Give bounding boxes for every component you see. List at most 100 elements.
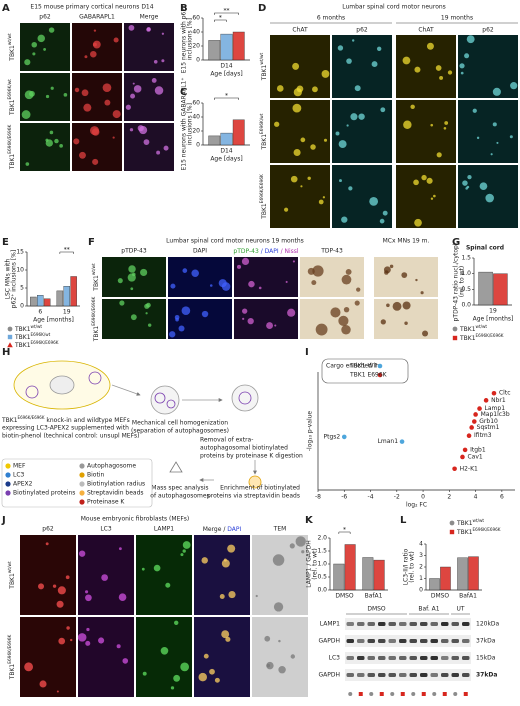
bar (478, 271, 493, 306)
cell-signal (59, 144, 63, 148)
column-header: p62 (42, 526, 54, 533)
blot-band (367, 622, 375, 626)
legend-symbol (377, 363, 383, 369)
legend-label: TBK1E696K/E696K (14, 340, 59, 349)
micrograph (300, 257, 364, 297)
bar (344, 544, 356, 591)
cell-signal (56, 690, 59, 693)
cell-signal (430, 197, 434, 200)
cell-signal (49, 130, 54, 135)
blot-band (441, 639, 449, 643)
cell-signal (153, 59, 158, 64)
cell-signal (485, 193, 494, 203)
blot-band (451, 656, 459, 660)
y-tick-label: 0 (196, 142, 200, 149)
cell-signal (90, 50, 97, 58)
blot-band (346, 673, 354, 677)
blot-band (378, 622, 386, 626)
y-axis-label: LAMP1 / GAPDH (306, 540, 313, 588)
column-header-part: / Nissl (279, 248, 299, 255)
cell-signal (421, 174, 427, 181)
lane-genotype (442, 692, 447, 696)
cell-signal (310, 144, 316, 150)
cell-signal (401, 272, 408, 278)
blot-band (420, 673, 428, 677)
cell-signal (386, 303, 390, 308)
legend-title: Cargo enriched in (326, 363, 379, 370)
blot-band (346, 622, 354, 626)
legend-text: Biotinylated proteins (13, 490, 75, 497)
cell-signal (174, 620, 179, 625)
cell-signal (351, 39, 355, 42)
y-axis-label: pTDP-43 ratio nucl./cytopl. (453, 242, 460, 322)
row-label-base: TBK1 (261, 65, 268, 82)
cell-signal (85, 590, 89, 594)
x-axis-label: log₂ FC (406, 502, 427, 509)
significance-bracket (214, 12, 239, 15)
cell-signal (57, 586, 66, 595)
cell-signal (289, 543, 295, 549)
y-axis-label: inclusions [%] (187, 18, 194, 60)
y-tick-label: 60 (192, 15, 200, 22)
cell-signal (25, 162, 30, 166)
panel-letter: F (88, 237, 95, 248)
y-tick-label: 2 (419, 564, 423, 571)
cell-signal (128, 265, 136, 273)
panel-letter: J (1, 515, 6, 526)
cell-signal (130, 314, 137, 321)
micrograph (194, 535, 250, 615)
step-text: Removal of extra- (200, 437, 253, 444)
cell-signal (255, 594, 258, 598)
bar (493, 273, 508, 306)
cell-signal (371, 61, 378, 68)
micrograph (194, 617, 250, 697)
legend-box (1, 458, 153, 508)
cell-signal (201, 557, 208, 564)
cell-signal (287, 308, 296, 317)
blot-band (409, 656, 417, 660)
y-tick-label: 40 (192, 114, 200, 121)
column-header: p62 (39, 14, 51, 21)
step-text: of autophagosomes (150, 493, 209, 500)
micrograph (270, 165, 330, 228)
x-axis-label: Age [months] (33, 317, 74, 324)
y-tick-label: 0.5 (317, 574, 327, 581)
panel-letter: B (180, 3, 188, 14)
blot-band (367, 639, 375, 643)
bar (220, 132, 233, 146)
cell-signal (142, 671, 147, 676)
blot-band (430, 639, 438, 643)
column-header: p62 (482, 27, 494, 34)
blot-band (462, 673, 470, 677)
row-label: TBK1E696K/E696K (259, 174, 268, 220)
blot-band (367, 656, 375, 660)
row-label-sup: E696K/E696K (7, 635, 13, 664)
cell-signal (341, 274, 352, 285)
row-label-sup: E696K/E696K (7, 125, 13, 154)
y-tick-label: 10 (16, 267, 24, 274)
cell-signal (300, 185, 303, 188)
lane-genotype (348, 692, 353, 696)
cell-signal (301, 550, 305, 554)
panel-title: MCx MNs 19 m. (383, 238, 430, 245)
cell-signal (462, 180, 468, 186)
data-point (452, 466, 457, 472)
data-point (491, 390, 497, 396)
y-axis-label: (rel. to wt) (312, 548, 319, 579)
point-label: Sqstm1 (477, 424, 500, 431)
legend-symbol (452, 326, 458, 332)
legend-symbol (79, 463, 85, 469)
cell-signal (203, 653, 209, 659)
row-label-sup: wt/wt (7, 561, 13, 573)
chart-title: Spinal cord (466, 245, 504, 252)
cell-signal (321, 70, 330, 78)
blot-band (378, 673, 386, 677)
column-header-part: DAPI (227, 526, 241, 533)
blot-protein: GAPDH (318, 672, 340, 679)
row-label: TBK1E696K/E696K (7, 125, 16, 171)
cell-signal (118, 593, 127, 602)
x-tick-label: DMSO (431, 593, 450, 600)
y-tick-label: 1.0 (461, 270, 471, 277)
significance-label: * (225, 93, 228, 100)
bar (373, 559, 385, 591)
